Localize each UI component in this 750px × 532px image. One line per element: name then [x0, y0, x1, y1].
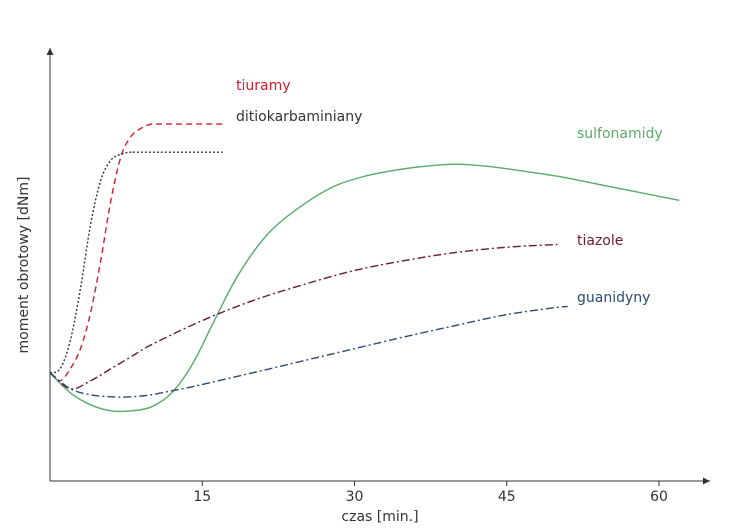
series-line-tiuramy — [49, 123, 223, 382]
y-axis-arrow — [46, 48, 54, 55]
x-tick-label-45: 45 — [498, 489, 516, 505]
series-layer — [49, 123, 680, 413]
x-axis-title: czas [min.] — [341, 509, 418, 525]
series-label-tiuramy: tiuramy — [236, 78, 291, 94]
series-line-ditiokarbaminiany — [49, 151, 223, 374]
series-labels: tiuramy ditiokarbaminiany sulfonamidy tiazo… — [236, 78, 663, 306]
series-label-sulfonamidy: sulfonamidy — [577, 126, 663, 142]
x-tick-label-30: 30 — [346, 489, 364, 505]
x-tick-label-15: 15 — [193, 489, 211, 505]
series-line-sulfonamidy — [49, 163, 680, 413]
series-line-tiazole — [49, 243, 558, 390]
series-label-guanidyny: guanidyny — [577, 290, 650, 306]
series-label-ditiokarbaminiany: ditiokarbaminiany — [236, 109, 362, 125]
axes: 15 30 45 60 — [46, 48, 710, 505]
y-axis-title: moment obrotowy [dNm] — [16, 177, 32, 354]
x-tick-label-60: 60 — [650, 489, 668, 505]
x-axis-arrow — [703, 477, 710, 485]
series-label-tiazole: tiazole — [577, 233, 623, 249]
series-line-guanidyny — [49, 305, 568, 398]
